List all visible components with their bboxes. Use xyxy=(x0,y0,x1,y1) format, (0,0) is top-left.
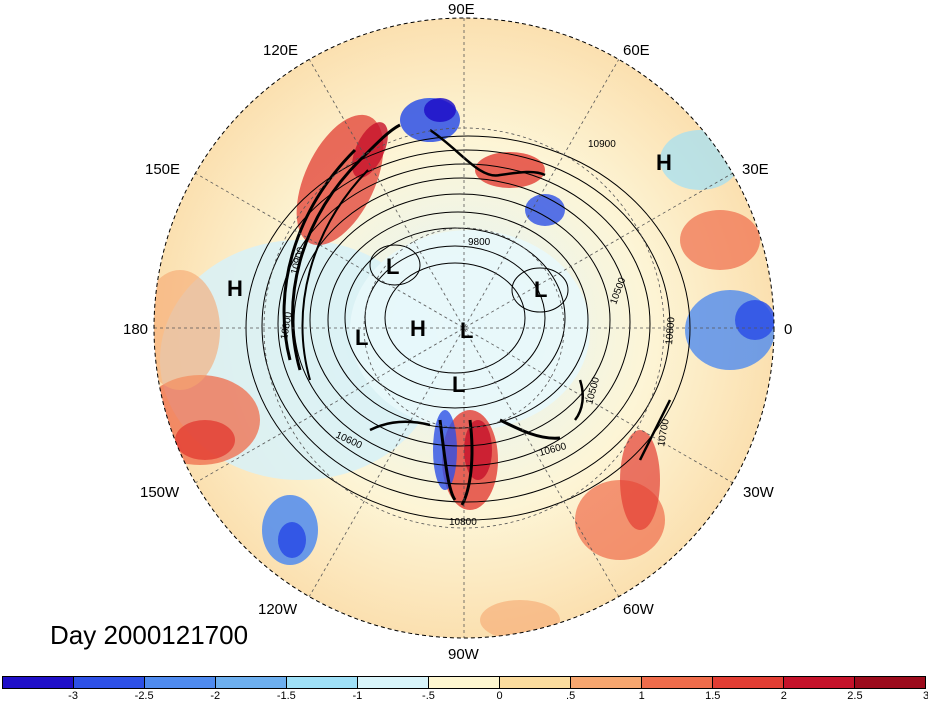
pressure-center-label: L xyxy=(534,277,547,302)
pressure-centers: H H L L H L L L xyxy=(227,150,672,397)
colorbar-tick-label: -3 xyxy=(68,690,78,702)
lon-label-120w: 120W xyxy=(258,601,298,618)
contour-label: 10800 xyxy=(449,517,477,528)
colorbar-swatch xyxy=(287,677,358,688)
lon-label-150e: 150E xyxy=(145,161,180,178)
pressure-center-label: H xyxy=(227,276,243,301)
colorbar-swatch xyxy=(216,677,287,688)
colorbar-tick-label: 1 xyxy=(638,690,645,702)
contour-label: 10800 xyxy=(664,316,677,345)
pressure-center-label: H xyxy=(410,316,426,341)
colorbar-swatch xyxy=(145,677,216,688)
contour-label: 10900 xyxy=(588,139,616,150)
lon-label-90w: 90W xyxy=(448,646,480,663)
colorbar-tick-label: -2.5 xyxy=(134,690,154,702)
lon-label-120e: 120E xyxy=(263,42,298,59)
colorbar xyxy=(2,676,926,689)
lon-label-30e: 30E xyxy=(742,161,769,178)
contour-label: 10800 xyxy=(279,311,295,341)
colorbar-tick-label: -1.5 xyxy=(276,690,296,702)
pressure-center-label: L xyxy=(460,318,473,343)
colorbar-tick-label: -2 xyxy=(210,690,221,702)
colorbar-tick-label: 2 xyxy=(780,690,787,702)
colorbar-tick-label: 2.5 xyxy=(847,690,863,702)
colorbar-swatch xyxy=(500,677,571,688)
lon-label-180: 180 xyxy=(123,321,148,338)
lon-label-30w: 30W xyxy=(743,484,775,501)
colorbar-swatch xyxy=(784,677,855,688)
lon-label-90e: 90E xyxy=(448,1,475,18)
colorbar-swatch xyxy=(855,677,925,688)
contour-label: 9800 xyxy=(468,237,491,248)
colorbar-swatch xyxy=(358,677,429,688)
colorbar-swatch xyxy=(429,677,500,688)
colorbar-swatch xyxy=(3,677,74,688)
lon-label-150w: 150W xyxy=(140,484,180,501)
colorbar-swatch xyxy=(713,677,784,688)
colorbar-tick-label: -1 xyxy=(352,690,363,702)
pressure-center-label: L xyxy=(386,254,399,279)
lon-label-60w: 60W xyxy=(623,601,655,618)
colorbar-tick-label: -.5 xyxy=(422,690,435,702)
pressure-center-label: L xyxy=(355,325,368,350)
lon-label-0: 0 xyxy=(784,321,792,338)
map-boundary xyxy=(153,17,775,639)
pressure-center-label: H xyxy=(656,150,672,175)
colorbar-swatch xyxy=(642,677,713,688)
pressure-center-label: L xyxy=(452,372,465,397)
colorbar-tick-label: 0 xyxy=(496,690,503,702)
anomaly-field xyxy=(154,18,774,638)
longitude-labels: 90E 60E 30E 0 30W 60W 90W 120W 150W 180 … xyxy=(123,1,792,663)
colorbar-tick-label: .5 xyxy=(566,690,576,702)
colorbar-tick-label: 1.5 xyxy=(705,690,721,702)
colorbar-swatch xyxy=(74,677,145,688)
colorbar-swatch xyxy=(571,677,642,688)
colorbar-tick-label: 3 xyxy=(922,690,928,702)
graticule xyxy=(154,18,774,638)
day-label: Day 2000121700 xyxy=(50,620,249,650)
lon-label-60e: 60E xyxy=(623,42,650,59)
contour-label: 10700 xyxy=(656,418,672,448)
